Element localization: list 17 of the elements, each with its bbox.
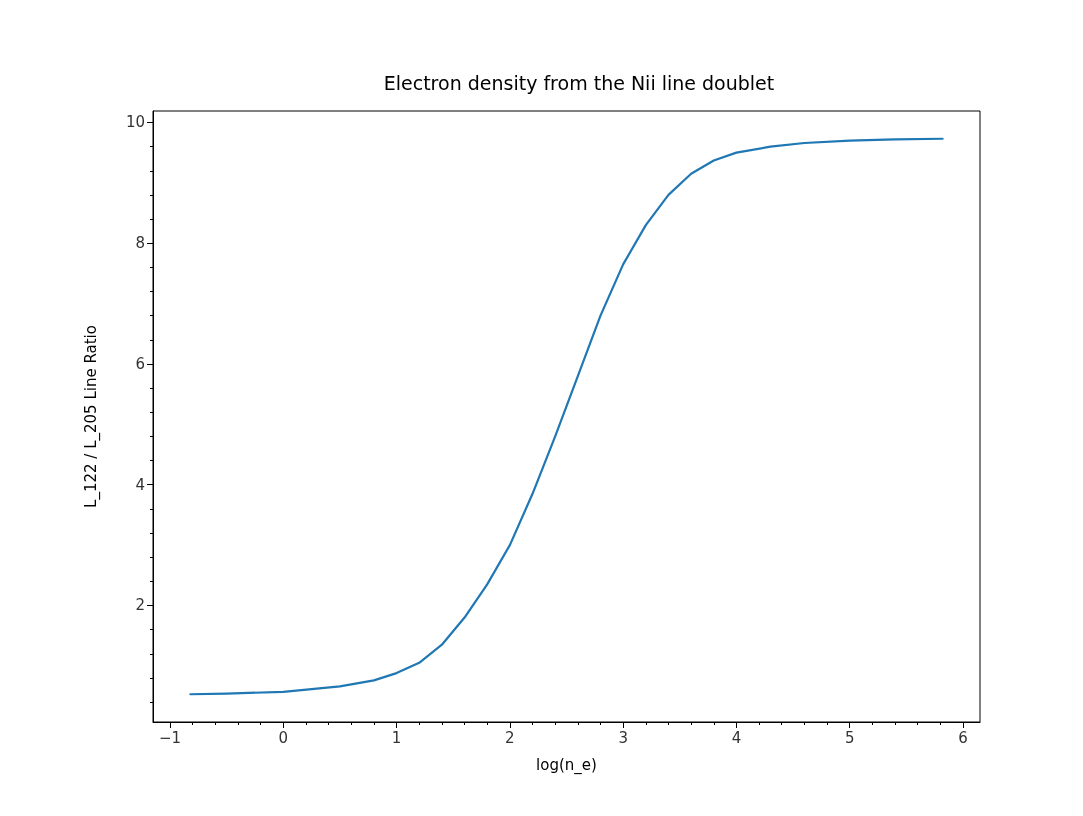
chart-title: Electron density from the Nii line doublet: [383, 71, 775, 94]
x-tick-label: 0: [278, 728, 289, 747]
x-tick-label: 2: [505, 728, 515, 747]
y-axis-title: L_122 / L_205 Line Ratio: [81, 325, 101, 508]
x-tick-label: 1: [391, 728, 402, 747]
x-tick-label: −1: [158, 728, 182, 747]
y-tick-label: 10: [125, 113, 145, 132]
y-tick-label: 2: [135, 596, 145, 615]
x-tick-label: 4: [731, 728, 742, 747]
x-axis-title: log(n_e): [536, 755, 597, 775]
x-tick-label: 6: [958, 728, 968, 747]
x-tick-label: 5: [844, 728, 855, 747]
line-series: [189, 137, 944, 696]
x-tick-label: 3: [618, 728, 628, 747]
y-tick-label: 6: [135, 354, 145, 373]
y-tick-label: 4: [135, 475, 145, 494]
y-tick-label: 8: [135, 234, 145, 253]
